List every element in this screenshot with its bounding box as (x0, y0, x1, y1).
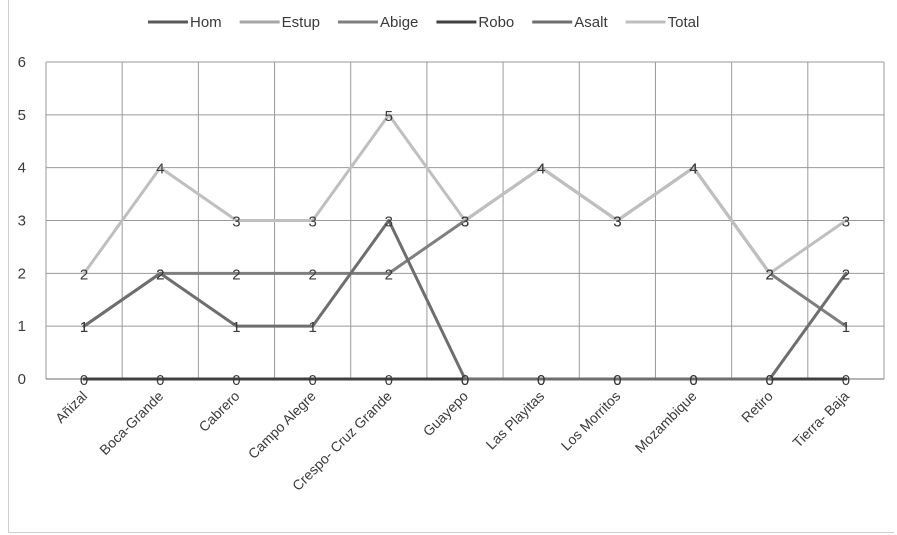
series-lines (82, 113, 848, 381)
legend-label-total: Total (668, 14, 700, 31)
data-label-asalt: 1 (232, 319, 240, 336)
data-label-asalt: 2 (156, 266, 164, 283)
data-label-hom: 0 (232, 372, 240, 389)
data-label-asalt: 2 (842, 266, 850, 283)
x-tick-label: Guayepo (420, 388, 472, 440)
data-label-total: 3 (613, 214, 621, 231)
data-label-hom: 0 (80, 372, 88, 389)
data-label-asalt: 0 (689, 372, 697, 389)
x-tick-label: Cabrero (195, 388, 242, 435)
data-label-abige: 1 (80, 319, 88, 336)
y-tick-label: 2 (18, 265, 26, 282)
y-tick-label: 5 (18, 107, 26, 124)
data-label-asalt: 0 (461, 372, 469, 389)
legend-label-hom: Hom (190, 14, 222, 31)
x-tick-label: Retiro (738, 388, 776, 426)
data-label-total: 3 (842, 214, 850, 231)
data-label-hom: 0 (308, 372, 316, 389)
axes: 0 1 2 3 4 5 6 Añizal Boca-Grande Cabrero Campo Ale… (18, 54, 884, 494)
data-label-abige: 2 (156, 266, 164, 283)
series-line-asalt (82, 219, 848, 381)
data-label-abige: 4 (689, 161, 697, 178)
x-tick-label: Boca-Grande (96, 388, 166, 458)
legend-label-estup: Estup (282, 14, 320, 31)
data-label-abige: 3 (461, 214, 469, 231)
data-label-hom: 0 (613, 372, 621, 389)
legend: Hom Estup Abige Robo Asalt Total (148, 14, 699, 31)
data-label-abige: 2 (308, 266, 316, 283)
data-label-asalt: 1 (308, 319, 316, 336)
data-label-asalt: 0 (537, 372, 545, 389)
data-label-total: 2 (80, 266, 88, 283)
y-tick-label: 4 (18, 160, 26, 177)
x-tick-label: Mozambique (632, 388, 700, 456)
data-label-total: 4 (689, 161, 697, 178)
data-label-hom: 0 (461, 372, 469, 389)
data-label-hom: 0 (537, 372, 545, 389)
data-label-total: 3 (308, 214, 316, 231)
data-label-abige: 4 (537, 161, 545, 178)
x-tick-label: Los Morritos (558, 388, 624, 454)
data-label-abige: 3 (613, 214, 621, 231)
data-label-hom: 0 (156, 372, 164, 389)
data-label-asalt: 1 (80, 319, 88, 336)
data-label-abige: 2 (385, 266, 393, 283)
legend-label-asalt: Asalt (574, 14, 608, 31)
y-tick-label: 0 (18, 371, 26, 388)
legend-label-robo: Robo (478, 14, 514, 31)
data-label-asalt: 0 (613, 372, 621, 389)
x-tick-label: Campo Alegre (245, 388, 319, 462)
data-label-hom: 0 (842, 372, 850, 389)
data-label-total: 2 (766, 266, 774, 283)
data-label-asalt: 0 (766, 372, 774, 389)
data-label-hom: 0 (385, 372, 393, 389)
data-label-hom: 0 (689, 372, 697, 389)
data-label-total: 3 (461, 214, 469, 231)
data-label-abige: 2 (766, 266, 774, 283)
data-label-total: 5 (385, 108, 393, 125)
data-label-total: 3 (232, 214, 240, 231)
y-tick-label: 1 (18, 318, 26, 335)
x-tick-label: Las Playitas (483, 388, 548, 453)
x-tick-label: Añizal (52, 388, 90, 426)
series-line-total (82, 113, 848, 275)
legend-label-abige: Abige (380, 14, 418, 31)
data-label-abige: 2 (232, 266, 240, 283)
data-label-abige: 1 (842, 319, 850, 336)
x-tick-label: Tierra- Baja (789, 388, 852, 451)
data-label-hom: 0 (766, 372, 774, 389)
chart-frame (8, 0, 894, 533)
y-tick-label: 6 (18, 54, 26, 71)
y-tick-label: 3 (18, 213, 26, 230)
data-label-asalt: 3 (385, 214, 393, 231)
data-label-total: 4 (537, 161, 545, 178)
data-label-total: 4 (156, 161, 164, 178)
